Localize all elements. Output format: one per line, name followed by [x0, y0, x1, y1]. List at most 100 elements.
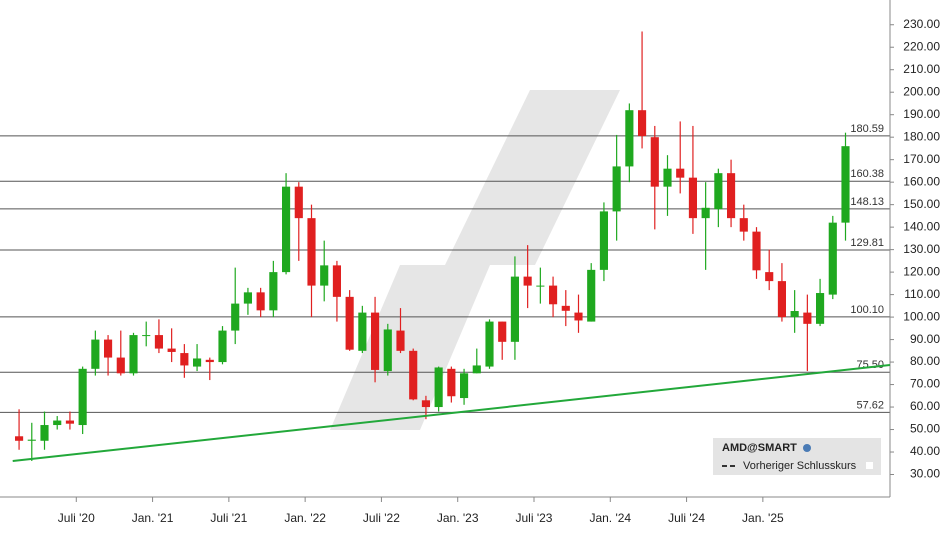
- y-tick-label: 210.00: [903, 62, 940, 76]
- y-tick-label: 200.00: [903, 84, 940, 98]
- watermark: [330, 90, 620, 430]
- candle-body: [714, 173, 723, 210]
- y-tick-label: 70.00: [910, 377, 940, 391]
- candle-body: [663, 168, 672, 187]
- candle-body: [65, 420, 74, 424]
- level-label: 160.38: [850, 168, 884, 180]
- y-tick-label: 160.00: [903, 174, 940, 188]
- y-tick-label: 60.00: [910, 399, 940, 413]
- x-tick-label: Jan. '25: [742, 511, 784, 525]
- candle-body: [434, 367, 443, 408]
- legend-icon: [803, 444, 811, 452]
- candle-body: [625, 110, 634, 167]
- candle-body: [307, 218, 316, 286]
- candle-body: [676, 168, 685, 178]
- candle-body: [193, 358, 202, 367]
- legend: AMD@SMART Vorheriger Schlusskurs: [713, 438, 881, 475]
- candle-body: [472, 365, 481, 374]
- x-tick-label: Juli '23: [516, 511, 553, 525]
- candle-body: [27, 439, 36, 441]
- candle-body: [53, 420, 62, 426]
- level-label: 180.59: [850, 123, 884, 135]
- candle-body: [154, 335, 163, 349]
- candle-body: [383, 329, 392, 372]
- candle-body: [574, 312, 583, 321]
- candle-body: [828, 222, 837, 295]
- candle-body: [142, 335, 151, 337]
- candle-body: [167, 348, 176, 352]
- candle-body: [104, 339, 113, 358]
- candle-body: [396, 330, 405, 351]
- candle-body: [409, 350, 418, 400]
- candle-body: [650, 137, 659, 187]
- candle-body: [460, 373, 469, 399]
- y-tick-label: 90.00: [910, 332, 940, 346]
- candle-body: [91, 339, 100, 369]
- candle-body: [129, 335, 138, 374]
- y-tick-label: 230.00: [903, 17, 940, 31]
- candle-body: [739, 218, 748, 232]
- legend-checkbox[interactable]: [866, 462, 873, 469]
- y-tick-label: 130.00: [903, 242, 940, 256]
- candle-body: [294, 186, 303, 219]
- candle-body: [371, 312, 380, 370]
- y-tick-label: 190.00: [903, 107, 940, 121]
- candle-body: [358, 312, 367, 351]
- candle-body: [536, 285, 545, 287]
- level-label: 148.13: [850, 196, 884, 208]
- candle-body: [587, 269, 596, 322]
- level-label: 75.50: [856, 359, 884, 371]
- level-label: 57.62: [856, 399, 884, 411]
- candle-body: [320, 265, 329, 286]
- candle-body: [485, 321, 494, 367]
- candle-body: [231, 303, 240, 331]
- candle-body: [561, 305, 570, 311]
- candle-body: [599, 211, 608, 270]
- y-tick-label: 80.00: [910, 354, 940, 368]
- candle-body: [78, 368, 87, 426]
- level-label: 129.81: [850, 237, 884, 249]
- candle-body: [790, 311, 799, 318]
- y-tick-label: 30.00: [910, 467, 940, 481]
- candle-body: [218, 330, 227, 363]
- candle-body: [15, 436, 24, 441]
- candle-body: [269, 272, 278, 311]
- legend-box: [713, 438, 881, 475]
- candle-body: [777, 281, 786, 318]
- candle-body: [282, 186, 291, 273]
- y-tick-label: 100.00: [903, 309, 940, 323]
- candle-body: [447, 368, 456, 397]
- candle-body: [523, 276, 532, 286]
- candle-body: [180, 353, 189, 366]
- x-tick-label: Jan. '23: [437, 511, 479, 525]
- candle-body: [116, 357, 125, 374]
- candle-body: [549, 285, 558, 305]
- legend-entry: Vorheriger Schlusskurs: [743, 460, 857, 472]
- candle-body: [727, 173, 736, 219]
- x-tick-label: Juli '20: [58, 511, 95, 525]
- x-tick-label: Juli '22: [363, 511, 400, 525]
- y-tick-label: 120.00: [903, 264, 940, 278]
- candle-body: [243, 292, 252, 304]
- y-tick-label: 110.00: [904, 287, 940, 301]
- candle-body: [701, 207, 710, 219]
- candle-body: [498, 321, 507, 342]
- candle-body: [638, 110, 647, 137]
- x-tick-label: Jan. '21: [132, 511, 174, 525]
- trendline: [12, 363, 891, 463]
- candle-body: [803, 312, 812, 324]
- candle-body: [765, 272, 774, 282]
- y-tick-label: 170.00: [903, 152, 940, 166]
- candle-body: [510, 276, 519, 342]
- candle-body: [40, 425, 49, 441]
- candle-body: [205, 359, 214, 363]
- candle-body: [421, 400, 430, 408]
- y-tick-label: 180.00: [903, 129, 940, 143]
- x-tick-label: Jan. '22: [284, 511, 326, 525]
- x-tick-label: Juli '24: [668, 511, 705, 525]
- candle-body: [816, 293, 825, 324]
- y-tick-label: 40.00: [910, 444, 940, 458]
- candle-body: [612, 166, 621, 212]
- x-tick-label: Juli '21: [210, 511, 247, 525]
